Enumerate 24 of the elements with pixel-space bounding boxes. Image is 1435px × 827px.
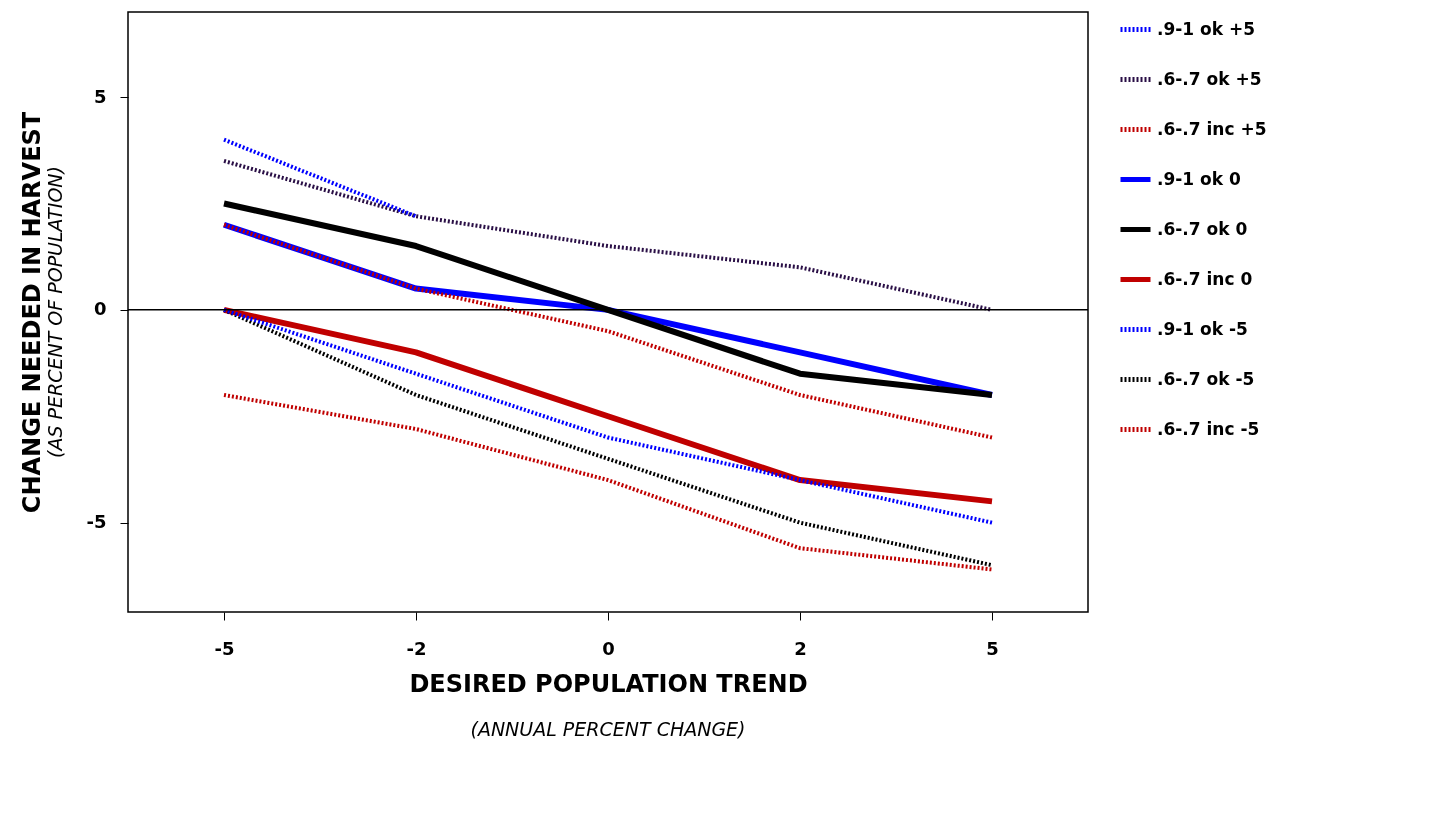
line-series <box>222 222 994 440</box>
y-tick-label: 5 <box>93 85 107 107</box>
y-axis-title: CHANGE NEEDED IN HARVEST <box>17 111 46 514</box>
y-tick-label: 0 <box>93 298 107 320</box>
text: (AS PERCENT OF POPULATION) <box>44 166 66 458</box>
legend-label: .6-.7 inc -5 <box>1157 418 1260 439</box>
line-series <box>222 158 994 312</box>
x-tick-label: -5 <box>214 637 235 659</box>
legend-label: .6-.7 ok +5 <box>1157 68 1262 89</box>
legend-label: .9-1 ok +5 <box>1157 18 1256 39</box>
legend-label: .6-.7 inc 0 <box>1157 268 1253 289</box>
x-axis-title: DESIRED POPULATION TREND <box>409 669 808 698</box>
line-series <box>222 392 994 572</box>
x-tick-label: -2 <box>406 637 427 659</box>
legend-label: .9-1 ok -5 <box>1157 318 1248 339</box>
text: (ANNUAL PERCENT CHANGE) <box>470 718 746 740</box>
legend-label: .9-1 ok 0 <box>1157 168 1241 189</box>
x-tick-label: 5 <box>986 637 999 659</box>
legend-label: .6-.7 ok 0 <box>1157 218 1248 239</box>
y-tick-label: -5 <box>86 511 107 533</box>
x-tick-label: 2 <box>794 637 807 659</box>
x-tick-label: 0 <box>602 637 615 659</box>
legend-label: .6-.7 ok -5 <box>1157 368 1255 389</box>
legend-label: .6-.7 inc +5 <box>1157 118 1267 139</box>
